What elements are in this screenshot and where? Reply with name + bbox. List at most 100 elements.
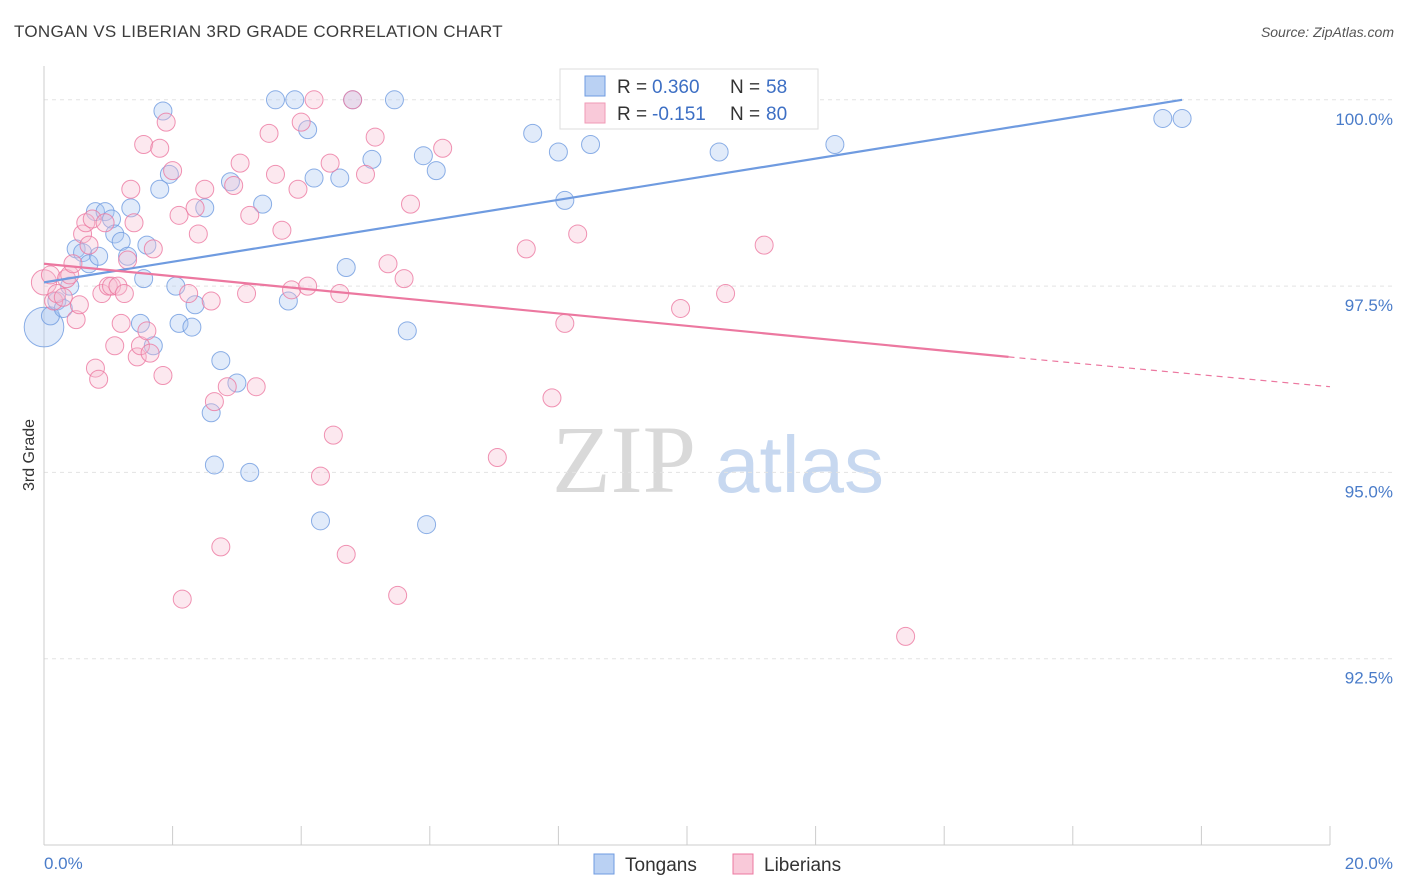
liberians-point-50 <box>240 205 260 225</box>
tongans-point-6 <box>73 243 93 263</box>
y-axis-label: 3rd Grade <box>21 419 38 491</box>
liberians-point-73 <box>487 448 507 467</box>
liberians-point-55 <box>282 280 302 300</box>
y-tick-label-0: 100.0% <box>1335 110 1393 129</box>
liberians-point-59 <box>304 90 324 110</box>
liberians-point-35 <box>156 112 176 132</box>
liberians-point-53 <box>265 164 285 184</box>
liberians-point-70 <box>394 269 414 289</box>
liberians-point-33 <box>150 138 170 158</box>
liberians-point-66 <box>356 164 375 184</box>
liberians-point-47 <box>224 176 244 196</box>
liberians-point-7 <box>63 254 83 274</box>
liberians-point-61 <box>320 153 340 173</box>
y-tick-label-1: 97.5% <box>1345 296 1393 315</box>
liberians-point-9 <box>69 295 89 315</box>
liberians-point-14 <box>85 358 105 378</box>
legend-n-value-0: 58 <box>766 77 787 98</box>
liberians-point-42 <box>195 179 215 199</box>
tongans-point-31 <box>220 172 240 192</box>
gridlines <box>44 99 1392 660</box>
source-credit: Source: ZipAtlas.com <box>1260 24 1394 40</box>
liberians-point-75 <box>542 388 562 408</box>
tongans-point-26 <box>185 295 205 315</box>
tongans-point-36 <box>278 291 298 311</box>
legend-swatch-1 <box>584 102 606 124</box>
tongans-point-15 <box>121 198 141 218</box>
liberians-point-51 <box>246 377 266 397</box>
liberians-point-12 <box>79 235 99 255</box>
liberians-point-41 <box>188 224 208 244</box>
x-tick-label-0: 0.0% <box>44 854 83 873</box>
tongans-point-18 <box>137 235 157 255</box>
tongans-point-35 <box>265 90 285 110</box>
tongans-trend-line <box>43 98 1183 284</box>
tongans-point-30 <box>211 351 231 371</box>
liberians-point-57 <box>291 112 311 132</box>
liberians-point-34 <box>153 366 173 386</box>
liberians-point-8 <box>66 310 86 330</box>
liberians-point-62 <box>323 425 343 445</box>
tongans-point-24 <box>169 313 189 333</box>
tongans-point-40 <box>310 511 330 531</box>
tick-labels: 100.0% 97.5% 95.0% 92.5% 0.0% 20.0% <box>44 110 1393 873</box>
legend-n-label-1: N = <box>730 104 760 125</box>
liberians-point-38 <box>172 589 192 609</box>
tongans-point-9 <box>89 246 109 266</box>
liberians-point-24 <box>118 250 138 270</box>
liberians-point-27 <box>127 347 147 367</box>
liberians-point-17 <box>95 213 115 233</box>
liberians-point-15 <box>89 369 109 389</box>
liberians-point-26 <box>124 213 144 233</box>
watermark-atlas: atlas <box>715 420 884 509</box>
tongans-point-25 <box>182 317 202 337</box>
liberians-point-36 <box>163 161 183 181</box>
axes <box>43 66 1331 846</box>
y-tick-label-2: 95.0% <box>1345 482 1393 501</box>
liberians-point-37 <box>169 205 189 225</box>
liberians-point-31 <box>140 343 160 363</box>
liberians-point-54 <box>272 220 292 240</box>
tongans-point-38 <box>298 120 318 140</box>
tongans-point-49 <box>426 161 446 181</box>
liberians-point-68 <box>378 254 398 274</box>
liberians-point-23 <box>114 284 134 304</box>
tongans-point-48 <box>417 515 437 535</box>
series-legend-label-0: Tongans <box>625 855 697 876</box>
liberians-point-76 <box>555 313 575 333</box>
liberians-point-60 <box>310 466 330 486</box>
tongans-point-11 <box>102 209 122 229</box>
tongans-point-54 <box>709 142 729 162</box>
tongans-point-28 <box>201 403 221 423</box>
tongans-point-42 <box>336 257 356 277</box>
liberians-point-81 <box>896 626 916 646</box>
tongans-point-41 <box>330 168 350 188</box>
tongans-point-21 <box>153 101 173 121</box>
liberians-point-78 <box>671 298 691 318</box>
tongans-point-32 <box>227 373 247 393</box>
liberians-point-44 <box>204 392 224 412</box>
tongans-point-57 <box>1172 108 1192 128</box>
tongans-point-46 <box>397 321 417 341</box>
tongans-point-29 <box>204 455 224 475</box>
legend-r-value-1: -0.151 <box>652 104 706 125</box>
tongans-point-34 <box>253 194 273 214</box>
legend-r-label-1: R = <box>617 104 647 125</box>
tongans-point-27 <box>195 198 215 218</box>
series-legend-swatch-0 <box>593 853 615 875</box>
liberians-point-1 <box>40 265 60 285</box>
legend-n-value-1: 80 <box>766 104 787 125</box>
tongans-point-39 <box>304 168 324 188</box>
liberians-point-13 <box>82 209 102 229</box>
liberians-point-43 <box>201 291 221 311</box>
liberians-point-64 <box>336 544 356 564</box>
liberians-point-46 <box>217 377 237 397</box>
liberians-point-11 <box>76 213 96 233</box>
liberians-point-16 <box>92 284 112 304</box>
liberians-point-39 <box>179 284 199 304</box>
liberians-point-74 <box>516 239 536 259</box>
liberians-point-65 <box>343 90 363 110</box>
liberians-point-21 <box>108 276 128 296</box>
tongans-point-33 <box>240 462 260 482</box>
